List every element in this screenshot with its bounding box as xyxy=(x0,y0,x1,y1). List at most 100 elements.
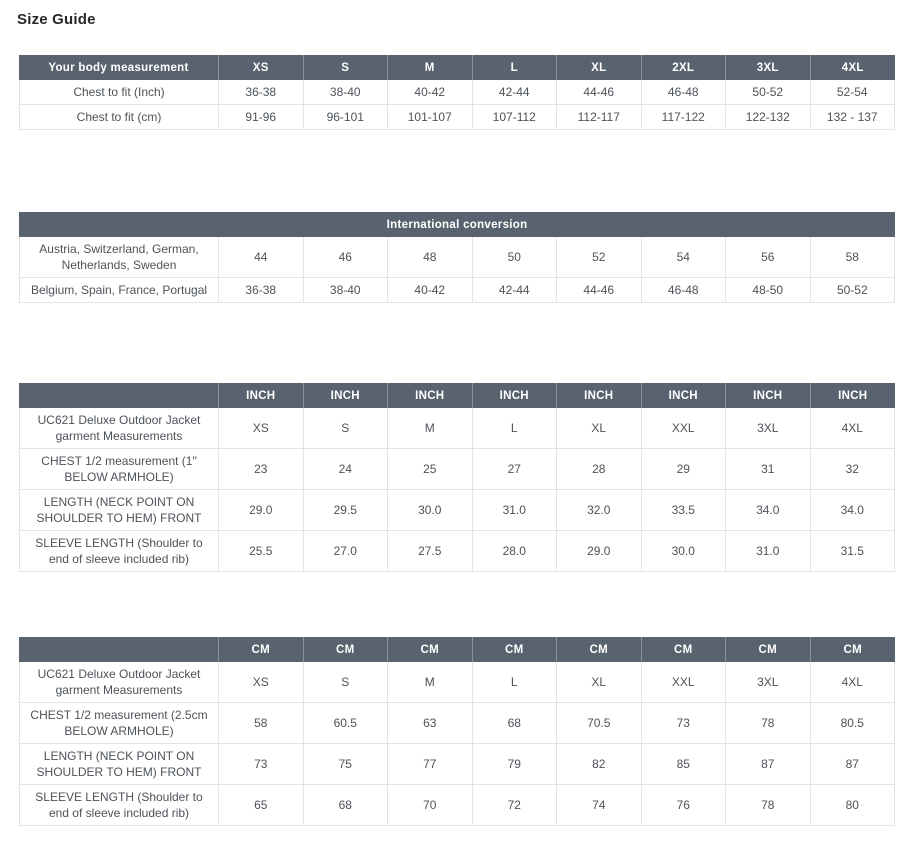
column-header: 2XL xyxy=(641,55,726,80)
value-cell: 65 xyxy=(219,785,304,826)
header-row: CM CM CM CM CM CM CM CM xyxy=(19,637,895,662)
value-cell: 74 xyxy=(557,785,642,826)
value-cell: 28.0 xyxy=(472,531,557,572)
value-cell: 31.5 xyxy=(810,531,895,572)
row-label: Chest to fit (cm) xyxy=(19,105,219,130)
header-row: Your body measurement XS S M L XL 2XL 3XL 4XL xyxy=(19,55,895,80)
row-label: Austria, Switzerland, German, Netherland… xyxy=(19,237,219,278)
column-header: INCH xyxy=(472,383,557,408)
value-cell: 36-38 xyxy=(219,80,304,105)
row-label: CHEST 1/2 measurement (1" BELOW ARMHOLE) xyxy=(19,449,219,490)
value-cell: 56 xyxy=(726,237,811,278)
value-cell: 29.5 xyxy=(303,490,388,531)
column-header: CM xyxy=(641,637,726,662)
table-row: LENGTH (NECK POINT ON SHOULDER TO HEM) F… xyxy=(19,744,895,785)
value-cell: 48-50 xyxy=(726,278,811,303)
column-header: INCH xyxy=(641,383,726,408)
value-cell: 54 xyxy=(641,237,726,278)
table-title-header: International conversion xyxy=(19,212,896,237)
column-header: CM xyxy=(303,637,388,662)
column-header: CM xyxy=(388,637,473,662)
value-cell: 31.0 xyxy=(472,490,557,531)
value-cell: 23 xyxy=(219,449,304,490)
column-header: CM xyxy=(810,637,895,662)
value-cell: 4XL xyxy=(810,408,895,449)
value-cell: 87 xyxy=(810,744,895,785)
table-row: Chest to fit (Inch) 36-38 38-40 40-42 42-44 4… xyxy=(19,80,895,105)
value-cell: XL xyxy=(557,408,642,449)
column-header: INCH xyxy=(219,383,304,408)
value-cell: 132 - 137 xyxy=(810,105,895,130)
column-header xyxy=(19,383,219,408)
value-cell: 50-52 xyxy=(810,278,896,303)
column-header: Your body measurement xyxy=(19,55,219,80)
row-label: UC621 Deluxe Outdoor Jacket garment Meas… xyxy=(19,662,219,703)
column-header: INCH xyxy=(557,383,642,408)
value-cell: 101-107 xyxy=(388,105,473,130)
value-cell: 27.5 xyxy=(388,531,473,572)
table-row: CHEST 1/2 measurement (2.5cm BELOW ARMHO… xyxy=(19,703,895,744)
value-cell: 79 xyxy=(472,744,557,785)
value-cell: M xyxy=(388,408,473,449)
table-row: UC621 Deluxe Outdoor Jacket garment Meas… xyxy=(19,662,895,703)
value-cell: 112-117 xyxy=(557,105,642,130)
value-cell: 58 xyxy=(810,237,896,278)
value-cell: 44-46 xyxy=(557,80,642,105)
value-cell: 75 xyxy=(303,744,388,785)
value-cell: 58 xyxy=(219,703,304,744)
value-cell: 60.5 xyxy=(303,703,388,744)
column-header: INCH xyxy=(388,383,473,408)
table-row: Chest to fit (cm) 91-96 96-101 101-107 107-1… xyxy=(19,105,895,130)
value-cell: M xyxy=(388,662,473,703)
value-cell: 3XL xyxy=(726,408,811,449)
value-cell: 73 xyxy=(641,703,726,744)
international-conversion-table: International conversion Austria, Switzer… xyxy=(19,212,896,303)
value-cell: XL xyxy=(557,662,642,703)
value-cell: 42-44 xyxy=(472,278,557,303)
row-label: LENGTH (NECK POINT ON SHOULDER TO HEM) F… xyxy=(19,744,219,785)
value-cell: 31.0 xyxy=(726,531,811,572)
row-label: Belgium, Spain, France, Portugal xyxy=(19,278,219,303)
value-cell: 32 xyxy=(810,449,895,490)
value-cell: 50 xyxy=(472,237,557,278)
column-header: INCH xyxy=(810,383,895,408)
column-header xyxy=(19,637,219,662)
value-cell: 46-48 xyxy=(641,80,726,105)
value-cell: 80.5 xyxy=(810,703,895,744)
value-cell: 85 xyxy=(641,744,726,785)
value-cell: 48 xyxy=(388,237,473,278)
value-cell: 24 xyxy=(303,449,388,490)
inch-measurements-table: INCH INCH INCH INCH INCH INCH INCH INCH UC621 De… xyxy=(19,383,895,572)
value-cell: 78 xyxy=(726,785,811,826)
value-cell: 87 xyxy=(726,744,811,785)
value-cell: L xyxy=(472,408,557,449)
value-cell: XS xyxy=(219,662,304,703)
cm-measurements-table: CM CM CM CM CM CM CM CM UC621 Deluxe Outdoor Jac… xyxy=(19,637,895,826)
value-cell: XXL xyxy=(641,408,726,449)
column-header: CM xyxy=(219,637,304,662)
value-cell: 78 xyxy=(726,703,811,744)
page-title: Size Guide xyxy=(17,11,96,28)
column-header: INCH xyxy=(303,383,388,408)
value-cell: 42-44 xyxy=(472,80,557,105)
value-cell: 68 xyxy=(472,703,557,744)
value-cell: 38-40 xyxy=(303,278,388,303)
row-label: UC621 Deluxe Outdoor Jacket garment Meas… xyxy=(19,408,219,449)
row-label: SLEEVE LENGTH (Shoulder to end of sleeve… xyxy=(19,531,219,572)
value-cell: 52 xyxy=(557,237,642,278)
value-cell: 34.0 xyxy=(810,490,895,531)
column-header: INCH xyxy=(726,383,811,408)
value-cell: 76 xyxy=(641,785,726,826)
value-cell: 40-42 xyxy=(388,278,473,303)
row-label: LENGTH (NECK POINT ON SHOULDER TO HEM) F… xyxy=(19,490,219,531)
table-row: SLEEVE LENGTH (Shoulder to end of sleeve… xyxy=(19,531,895,572)
value-cell: 91-96 xyxy=(219,105,304,130)
value-cell: 44 xyxy=(219,237,304,278)
value-cell: 68 xyxy=(303,785,388,826)
value-cell: 29.0 xyxy=(219,490,304,531)
row-label: SLEEVE LENGTH (Shoulder to end of sleeve… xyxy=(19,785,219,826)
value-cell: 77 xyxy=(388,744,473,785)
value-cell: XS xyxy=(219,408,304,449)
size-guide-page: Size Guide Your body measurement XS S M L XL 2… xyxy=(17,11,896,826)
value-cell: 96-101 xyxy=(303,105,388,130)
